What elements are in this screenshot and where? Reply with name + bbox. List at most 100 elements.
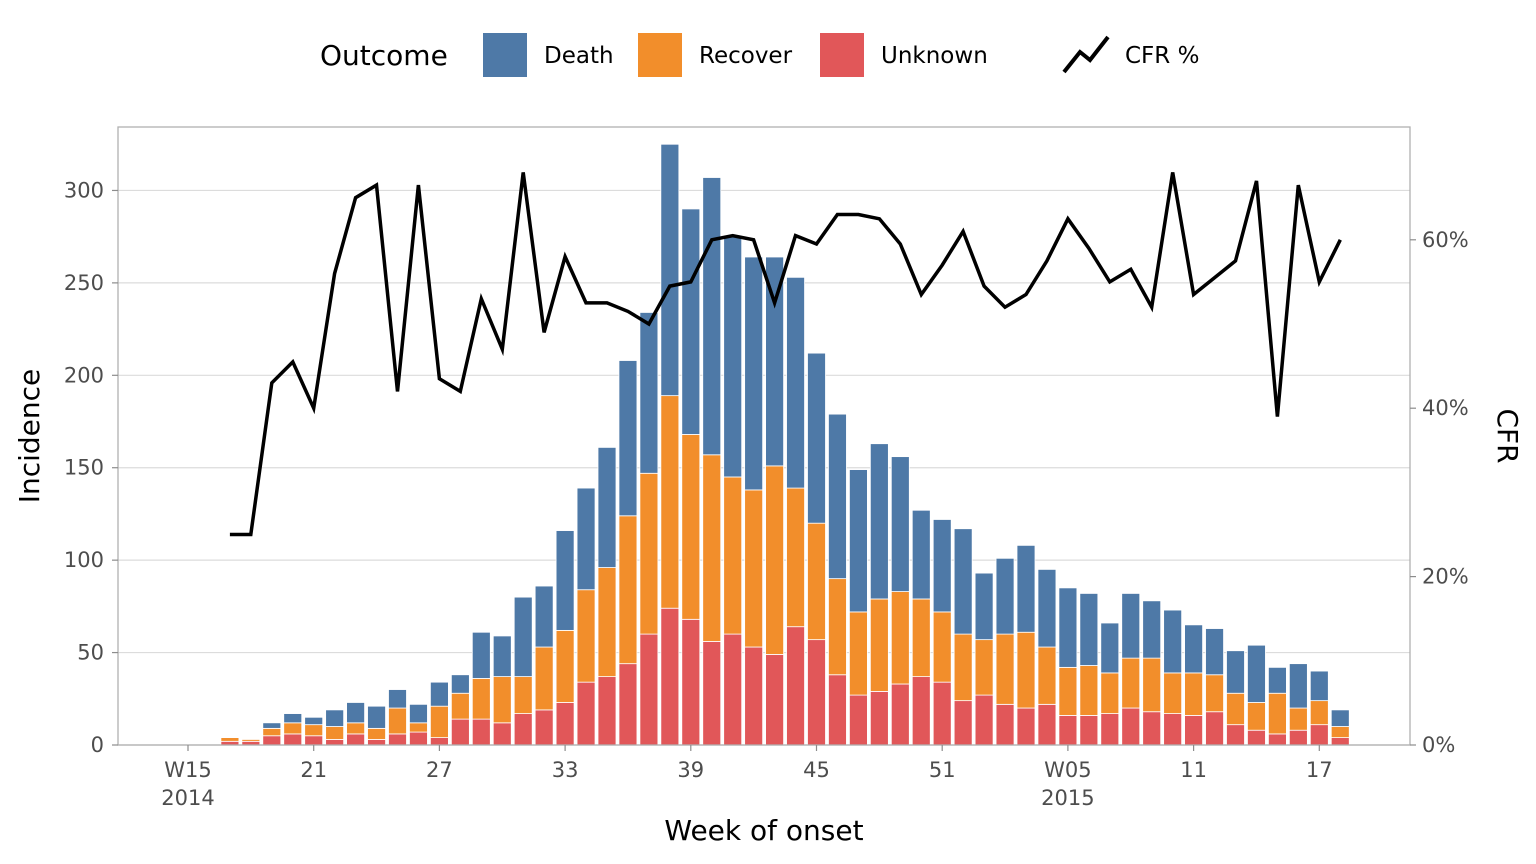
bar-recover	[1309, 700, 1329, 726]
x-axis-title: Week of onset	[664, 814, 863, 847]
bar-death	[995, 557, 1015, 635]
bar-unknown	[1226, 724, 1245, 746]
y2-axis-title: CFR	[1491, 408, 1524, 463]
bar-death	[1058, 587, 1078, 668]
bar-recover	[367, 727, 386, 740]
x-tick-label: W05	[1044, 758, 1092, 782]
bar-recover	[807, 522, 826, 641]
bar-unknown	[911, 676, 931, 746]
bar-unknown	[995, 703, 1015, 746]
bar-recover	[953, 633, 973, 702]
x-tick-label: 39	[677, 758, 704, 782]
bar-recover	[262, 727, 282, 737]
bar-unknown	[618, 663, 638, 746]
bar-recover	[429, 705, 449, 739]
bar-unknown	[807, 639, 826, 746]
bars	[220, 143, 1350, 746]
bar-unknown	[681, 618, 701, 746]
bar-unknown	[828, 674, 847, 746]
bar-recover	[597, 567, 617, 678]
bar-death	[723, 236, 743, 478]
bar-recover	[1226, 692, 1245, 726]
bar-recover	[241, 739, 261, 742]
bar-recover	[1079, 665, 1099, 716]
legend-line-icon	[1062, 35, 1110, 74]
bar-unknown	[849, 694, 868, 746]
bar-recover	[765, 465, 784, 655]
bar-death	[262, 722, 282, 729]
bar-death	[471, 631, 491, 679]
bar-death	[283, 713, 303, 724]
bar-recover	[1037, 646, 1057, 705]
bar-recover	[1205, 674, 1224, 713]
bar-death	[1309, 670, 1329, 702]
bar-recover	[890, 591, 910, 685]
x-tick-label: 17	[1306, 758, 1333, 782]
bar-recover	[932, 611, 952, 683]
bar-unknown	[1121, 707, 1141, 746]
bar-death	[1037, 568, 1057, 648]
bar-death	[765, 256, 784, 467]
bar-unknown	[1205, 711, 1224, 746]
bar-recover	[576, 589, 596, 683]
y2-tick-label: 20%	[1422, 565, 1469, 589]
bar-unknown	[974, 694, 994, 746]
x-tick-label: 11	[1180, 758, 1207, 782]
bar-death	[325, 709, 345, 727]
bar-death	[1121, 593, 1141, 659]
bar-death	[1205, 628, 1224, 676]
bar-death	[911, 509, 931, 600]
bar-recover	[995, 633, 1015, 705]
bar-unknown	[869, 690, 889, 746]
bar-unknown	[1100, 713, 1120, 746]
bar-recover	[681, 434, 701, 620]
bar-recover	[974, 639, 994, 696]
bar-death	[534, 585, 554, 648]
cfr-line	[229, 172, 1342, 537]
plot-panel-border	[117, 126, 1411, 746]
bar-death	[828, 413, 847, 580]
bar-recover	[869, 598, 889, 692]
bar-recover	[409, 722, 428, 733]
bar-recover	[1058, 666, 1078, 716]
legend-label-cfr: CFR %	[1125, 43, 1199, 69]
x-tick-label: 33	[552, 758, 579, 782]
bar-death	[1288, 663, 1308, 709]
bar-death	[1226, 650, 1245, 694]
x-tick-label: 45	[803, 758, 830, 782]
x-tick-label: W15	[164, 758, 212, 782]
x-tick-label: 51	[929, 758, 956, 782]
bar-unknown	[932, 681, 952, 746]
bar-unknown	[1309, 724, 1329, 746]
bar-unknown	[429, 737, 449, 746]
cfr-line-layer	[229, 172, 1342, 537]
y-tick-label: 50	[77, 641, 104, 665]
bar-unknown	[890, 683, 910, 746]
bar-death	[429, 681, 449, 707]
bar-death	[367, 705, 386, 729]
bar-death	[450, 674, 470, 694]
bar-recover	[1247, 702, 1266, 731]
bar-unknown	[765, 654, 784, 746]
bar-recover	[513, 676, 533, 714]
bar-recover	[1163, 672, 1183, 714]
bar-unknown	[1142, 711, 1162, 746]
bar-unknown	[953, 700, 973, 746]
bar-recover	[555, 629, 575, 703]
bar-death	[1079, 593, 1099, 666]
y-axis-title: Incidence	[13, 369, 46, 504]
bar-death	[639, 312, 659, 474]
bar-unknown	[492, 722, 512, 746]
x-tick-sublabel: 2015	[1041, 786, 1094, 810]
axis-ticks: 0 50 100 150 200 250 300 0% 20% 40% 60% W15 2014 21 27…	[64, 178, 1469, 810]
bar-unknown	[1288, 729, 1308, 746]
bar-recover	[492, 676, 512, 724]
bar-recover	[220, 737, 240, 742]
x-tick-label: 21	[300, 758, 327, 782]
bar-recover	[618, 515, 638, 665]
bar-recover	[346, 722, 366, 735]
bar-unknown	[1016, 707, 1036, 746]
bar-death	[702, 177, 722, 456]
bar-death	[346, 702, 366, 724]
bar-recover	[304, 724, 324, 737]
